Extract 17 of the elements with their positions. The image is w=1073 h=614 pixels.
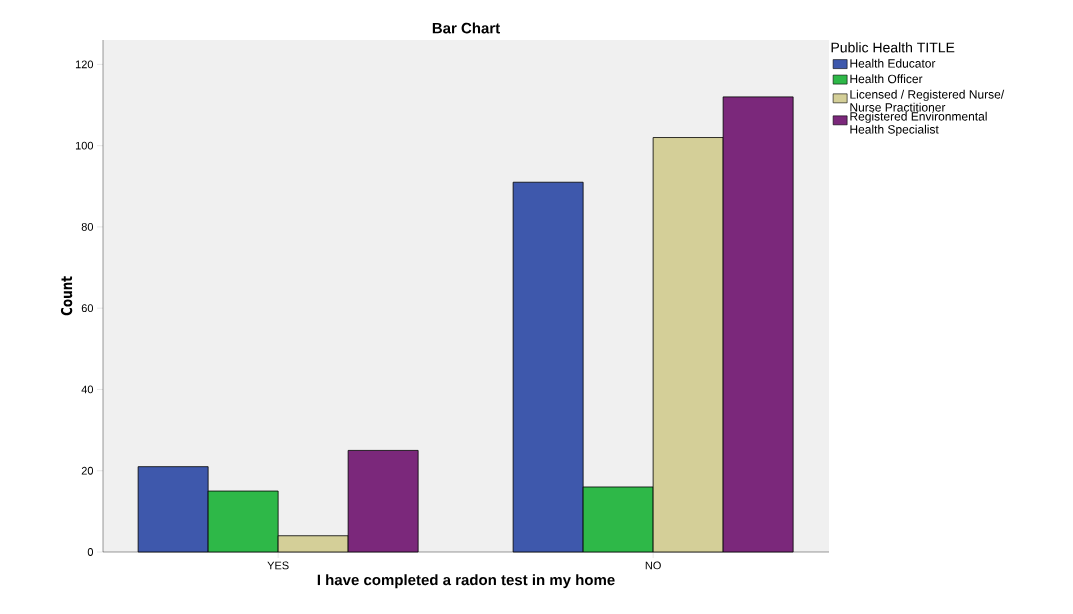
chart-title: Bar Chart xyxy=(432,22,500,34)
y-tick-label: 120 xyxy=(75,60,94,69)
legend-label: Health Officer xyxy=(850,74,923,84)
legend-label: Registered Environmental Health Specialist xyxy=(850,111,987,137)
y-tick-label: 80 xyxy=(81,223,94,231)
x-tick-label: NO xyxy=(645,561,661,570)
legend-label: Licensed / Registered Nurse/ Nurse Practitioner xyxy=(850,89,1005,112)
x-tick-label: YES xyxy=(267,561,289,570)
y-tick-label: 100 xyxy=(75,141,94,150)
y-tick-label: 20 xyxy=(81,466,94,475)
legend-title: Public Health TITLE xyxy=(831,42,955,53)
y-tick-label: 40 xyxy=(81,385,94,394)
legend-label: Health Educator xyxy=(850,58,936,68)
x-axis-title: I have completed a radon test in my home xyxy=(317,574,615,589)
y-tick-label: 0 xyxy=(87,548,94,556)
y-axis-title: Count xyxy=(60,276,73,316)
y-tick-label: 60 xyxy=(81,304,94,313)
